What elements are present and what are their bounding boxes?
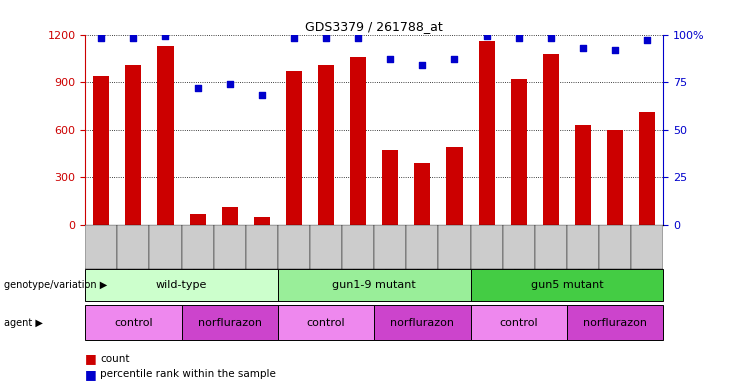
Bar (471, 225, 502, 269)
Text: norflurazon: norflurazon (391, 318, 454, 328)
Point (448, 56, 460, 62)
Bar (182, 305, 278, 340)
Text: genotype/variation ▶: genotype/variation ▶ (4, 280, 107, 290)
Bar (382, 150, 399, 225)
Point (224, 81, 236, 87)
Bar (607, 131, 623, 225)
Bar (310, 225, 342, 269)
Bar (286, 71, 302, 225)
Bar (511, 79, 527, 225)
Bar (599, 225, 631, 269)
Point (609, 47, 621, 53)
Point (577, 45, 589, 51)
Point (481, 33, 493, 40)
Text: control: control (307, 318, 345, 328)
Bar (446, 147, 462, 225)
Point (545, 35, 556, 41)
Bar (639, 112, 655, 225)
Point (256, 92, 268, 98)
Text: control: control (499, 318, 538, 328)
Bar (253, 217, 270, 225)
Point (385, 56, 396, 62)
Bar (542, 54, 559, 225)
Point (513, 35, 525, 41)
Bar (85, 305, 182, 340)
Title: GDS3379 / 261788_at: GDS3379 / 261788_at (305, 20, 443, 33)
Bar (471, 269, 663, 301)
Bar (502, 225, 535, 269)
Bar (117, 225, 150, 269)
Point (127, 35, 139, 41)
Point (352, 35, 364, 41)
Bar (125, 65, 142, 225)
Bar (575, 125, 591, 225)
Bar (278, 269, 471, 301)
Text: count: count (100, 354, 130, 364)
Text: norflurazon: norflurazon (583, 318, 647, 328)
Point (320, 35, 332, 41)
Point (416, 62, 428, 68)
Text: control: control (114, 318, 153, 328)
Bar (182, 225, 213, 269)
Text: agent ▶: agent ▶ (4, 318, 42, 328)
Bar (342, 225, 374, 269)
Bar (222, 207, 238, 225)
Bar (150, 225, 182, 269)
Bar (213, 225, 246, 269)
Text: ■: ■ (85, 368, 97, 381)
Bar (471, 305, 567, 340)
Text: gun5 mutant: gun5 mutant (531, 280, 603, 290)
Bar (157, 46, 173, 225)
Bar (414, 163, 431, 225)
Point (288, 35, 300, 41)
Bar (631, 225, 663, 269)
Point (641, 37, 653, 43)
Bar (278, 305, 374, 340)
Text: wild-type: wild-type (156, 280, 207, 290)
Bar (93, 76, 110, 225)
Bar (318, 65, 334, 225)
Bar (246, 225, 278, 269)
Bar (406, 225, 439, 269)
Point (192, 85, 204, 91)
Bar (479, 41, 495, 225)
Text: percentile rank within the sample: percentile rank within the sample (100, 369, 276, 379)
Text: norflurazon: norflurazon (198, 318, 262, 328)
Bar (190, 214, 205, 225)
Bar (350, 57, 366, 225)
Bar (374, 305, 471, 340)
Bar (567, 225, 599, 269)
Text: ■: ■ (85, 353, 97, 366)
Bar (567, 305, 663, 340)
Bar (85, 269, 278, 301)
Point (96, 35, 107, 41)
Bar (85, 225, 117, 269)
Bar (535, 225, 567, 269)
Text: gun1-9 mutant: gun1-9 mutant (332, 280, 416, 290)
Point (159, 33, 171, 40)
Bar (439, 225, 471, 269)
Bar (374, 225, 406, 269)
Bar (278, 225, 310, 269)
